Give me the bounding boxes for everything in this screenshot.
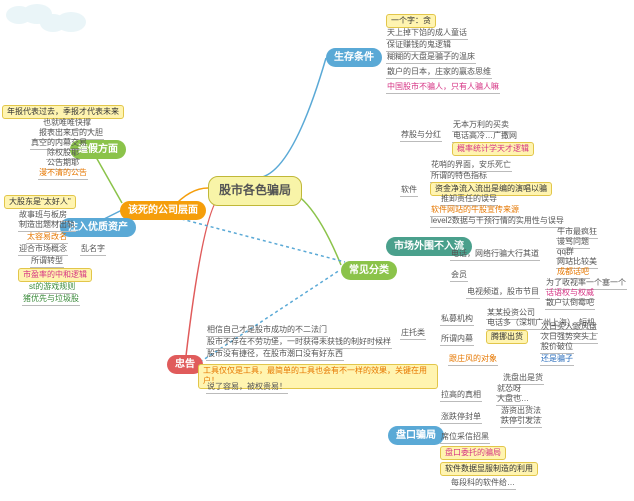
leaf: 还是骗子 [540, 354, 574, 366]
leaf: 糊糊的大盘是骗子的温床 [386, 52, 476, 64]
leaf: 天上掉下馅的成人童话 [386, 28, 468, 40]
leaf: 保证赚钱的鬼逻辑 [386, 40, 452, 52]
leaf: 大盘也… [496, 394, 530, 406]
leaf: 涨跌停封单 [440, 412, 482, 424]
leaf: 私募机构 [440, 314, 474, 326]
leaf: 股价破位 [540, 342, 574, 354]
leaf: 会员 [450, 270, 468, 282]
leaf: 拉高的真相 [440, 390, 482, 402]
leaf: 股市没有捷径，在股市潮口没有好东西 [206, 349, 344, 361]
leaf: 乱名字 [80, 244, 106, 256]
leaf: 市盈率的中和逻辑 [18, 268, 92, 282]
leaf: 制造出题材出轨 [18, 220, 76, 232]
leaf: 股市不存在不劳功堡，一时获得未获钱的制好时候样 [206, 337, 392, 349]
branch-common: 常见分类 [341, 261, 397, 280]
leaf: 电话，网络行骗大行其道 [450, 249, 540, 261]
leaf: 一个字：贪 [386, 14, 436, 28]
leaf: 跟庄风的对象 [448, 354, 498, 366]
sub-zhuang: 庄托类 [400, 328, 426, 340]
leaf: 大股东是"太好人" [4, 195, 76, 209]
leaf: level2数据与干预行情的实用性与误导 [430, 216, 565, 228]
leaf: 相信自己才是股市成功的不二法门 [206, 325, 328, 337]
leaf: 跌停引发法 [500, 416, 542, 428]
leaf: 太容易改名 [26, 232, 68, 244]
sub-pankou: 盘口骗局 [388, 426, 444, 445]
leaf: 中国股市不骗人，只有人骗人嘛 [386, 82, 500, 94]
leaf: 概率统计学天才逻辑 [452, 142, 534, 156]
leaf: 说了容易，被权贵易！ [206, 382, 288, 394]
leaf: 盘口委托的骗局 [440, 446, 506, 460]
leaf: 腾挪出货 [486, 330, 528, 344]
leaf: 电视频道，股市节目 [466, 287, 540, 299]
leaf: 散户的日本，庄家的赢态思维 [386, 67, 492, 79]
leaf: st的游戏规则 [28, 282, 76, 294]
root-node: 股市各色骗局 [208, 176, 302, 206]
leaf: 所谓内幕 [440, 334, 474, 346]
leaf: 席位采信招黑 [440, 432, 490, 444]
sub-software: 软件 [400, 185, 418, 197]
leaf: 软件数据显服制造的利用 [440, 462, 538, 476]
leaf: 所谓转型 [30, 256, 64, 268]
branch-survive: 生存条件 [326, 48, 382, 67]
leaf: 迎合市场概念 [18, 244, 68, 256]
leaf: 散户认倒霉吧 [545, 298, 595, 310]
leaf: 猪优先与垃圾股 [22, 294, 80, 306]
leaf: 每段科的软件给… [450, 478, 516, 490]
branch-die: 该死的公司层面 [120, 201, 206, 220]
leaf: 漫不清的公告 [38, 168, 88, 180]
sub-recommend: 荐股与分红 [400, 130, 442, 142]
